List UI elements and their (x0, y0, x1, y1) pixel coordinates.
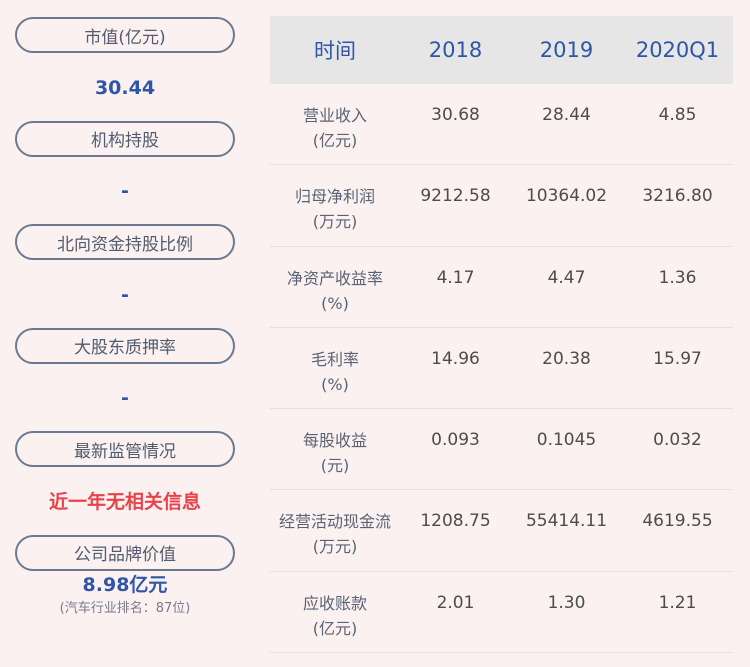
table-row-roe: 净资产收益率 (%) 4.17 4.47 1.36 (270, 247, 733, 328)
metric-group-institutional-holdings: 机构持股 - (15, 120, 235, 225)
table-row-revenue: 营业收入 (亿元) 30.68 28.44 4.85 (270, 84, 733, 166)
metric-pill-northbound-ratio[interactable]: 北向资金持股比例 (15, 224, 235, 260)
cell-value: 4.85 (658, 105, 697, 125)
row-unit: (%) (321, 293, 349, 313)
table-row-accounts-receivable: 应收账款 (亿元) 2.01 1.30 1.21 (270, 572, 733, 654)
metric-pill-label: 机构持股 (91, 131, 159, 151)
row-unit: (亿元) (312, 131, 358, 150)
metric-pill-label: 北向资金持股比例 (57, 234, 193, 255)
metric-pill-regulatory[interactable]: 最新监管情况 (15, 431, 235, 467)
table-header-row: 时间 2018 2019 2020Q1 (270, 16, 733, 84)
brand-value-industry-rank: (汽车行业排名：87位) (59, 600, 191, 616)
row-label: 归母净利润 (294, 187, 375, 207)
cell-value: 28.44 (542, 105, 591, 125)
cell-value: 1.30 (547, 592, 586, 613)
metric-group-brand-value: 公司品牌价值 8.98亿元 (汽车行业排名：87位) (15, 534, 235, 618)
metric-group-regulatory: 最新监管情况 近一年无相关信息 (15, 431, 235, 535)
cell-value: 4619.55 (642, 511, 713, 532)
metric-value-market-cap: 30.44 (94, 76, 156, 99)
row-label: 毛利率 (310, 349, 359, 369)
cell-value: 1208.75 (420, 511, 491, 532)
row-unit: (亿元) (312, 618, 358, 638)
cell-value: 9212.58 (420, 186, 491, 207)
row-label: 每股收益 (302, 431, 367, 451)
cell-value: 30.68 (431, 105, 480, 125)
cell-value: 0.032 (653, 430, 702, 451)
cell-value: 55414.11 (525, 511, 608, 532)
table-header-time: 时间 (314, 39, 356, 63)
metric-pill-label: 市值(亿元) (84, 27, 166, 48)
row-unit: (%) (321, 374, 349, 394)
cell-value: 4.17 (436, 267, 475, 288)
row-label: 经营活动现金流 (278, 512, 391, 532)
table-row-eps: 每股收益 (元) 0.093 0.1045 0.032 (270, 409, 733, 491)
row-label: 营业收入 (302, 106, 367, 125)
cell-value: 1.21 (658, 592, 697, 613)
metric-group-pledge-ratio: 大股东质押率 - (15, 327, 235, 432)
metric-value-northbound-ratio: - (121, 283, 129, 306)
metric-value-institutional-holdings: - (121, 180, 129, 203)
cell-value: 15.97 (653, 348, 702, 369)
row-unit: (元) (320, 456, 350, 476)
metric-pill-institutional-holdings[interactable]: 机构持股 (15, 120, 235, 157)
cell-value: 0.1045 (536, 430, 597, 451)
metric-pill-pledge-ratio[interactable]: 大股东质押率 (15, 327, 235, 364)
cell-value: 1.36 (658, 267, 697, 288)
cell-value: 10364.02 (525, 186, 608, 207)
metric-group-northbound-ratio: 北向资金持股比例 - (15, 224, 235, 328)
metric-pill-label: 最新监管情况 (74, 441, 176, 462)
sidebar: 市值(亿元) 30.44 机构持股 - 北向资金持股比例 - 大股东质 (15, 17, 235, 618)
table-header-2020q1: 2020Q1 (635, 38, 720, 62)
metric-value-brand-value: 8.98亿元 (82, 573, 168, 596)
metric-pill-label: 公司品牌价值 (74, 545, 176, 565)
cell-value: 2.01 (436, 592, 475, 613)
cell-value: 20.38 (542, 348, 591, 369)
table-header-2018: 2018 (428, 38, 483, 62)
metric-pill-market-cap[interactable]: 市值(亿元) (15, 17, 235, 53)
row-label: 净资产收益率 (286, 268, 383, 288)
metric-pill-brand-value[interactable]: 公司品牌价值 (15, 534, 235, 571)
table-header-2019: 2019 (539, 38, 594, 62)
table-row-gross-margin: 毛利率 (%) 14.96 20.38 15.97 (270, 328, 733, 410)
table-row-net-profit: 归母净利润 (万元) 9212.58 10364.02 3216.80 (270, 165, 733, 247)
metric-value-regulatory: 近一年无相关信息 (48, 490, 201, 513)
metric-value-pledge-ratio: - (121, 387, 129, 410)
financials-table: 时间 2018 2019 2020Q1 营业收入 (亿元) 30.68 28.4… (270, 16, 733, 654)
row-unit: (万元) (312, 212, 358, 232)
metric-pill-label: 大股东质押率 (74, 338, 176, 358)
row-unit: (万元) (312, 537, 358, 557)
cell-value: 3216.80 (642, 186, 713, 207)
metric-group-market-cap: 市值(亿元) 30.44 (15, 17, 235, 121)
cell-value: 4.47 (547, 267, 586, 288)
table-row-operating-cashflow: 经营活动现金流 (万元) 1208.75 55414.11 4619.55 (270, 490, 733, 572)
cell-value: 0.093 (431, 430, 480, 451)
cell-value: 14.96 (431, 348, 480, 369)
row-label: 应收账款 (302, 593, 367, 613)
